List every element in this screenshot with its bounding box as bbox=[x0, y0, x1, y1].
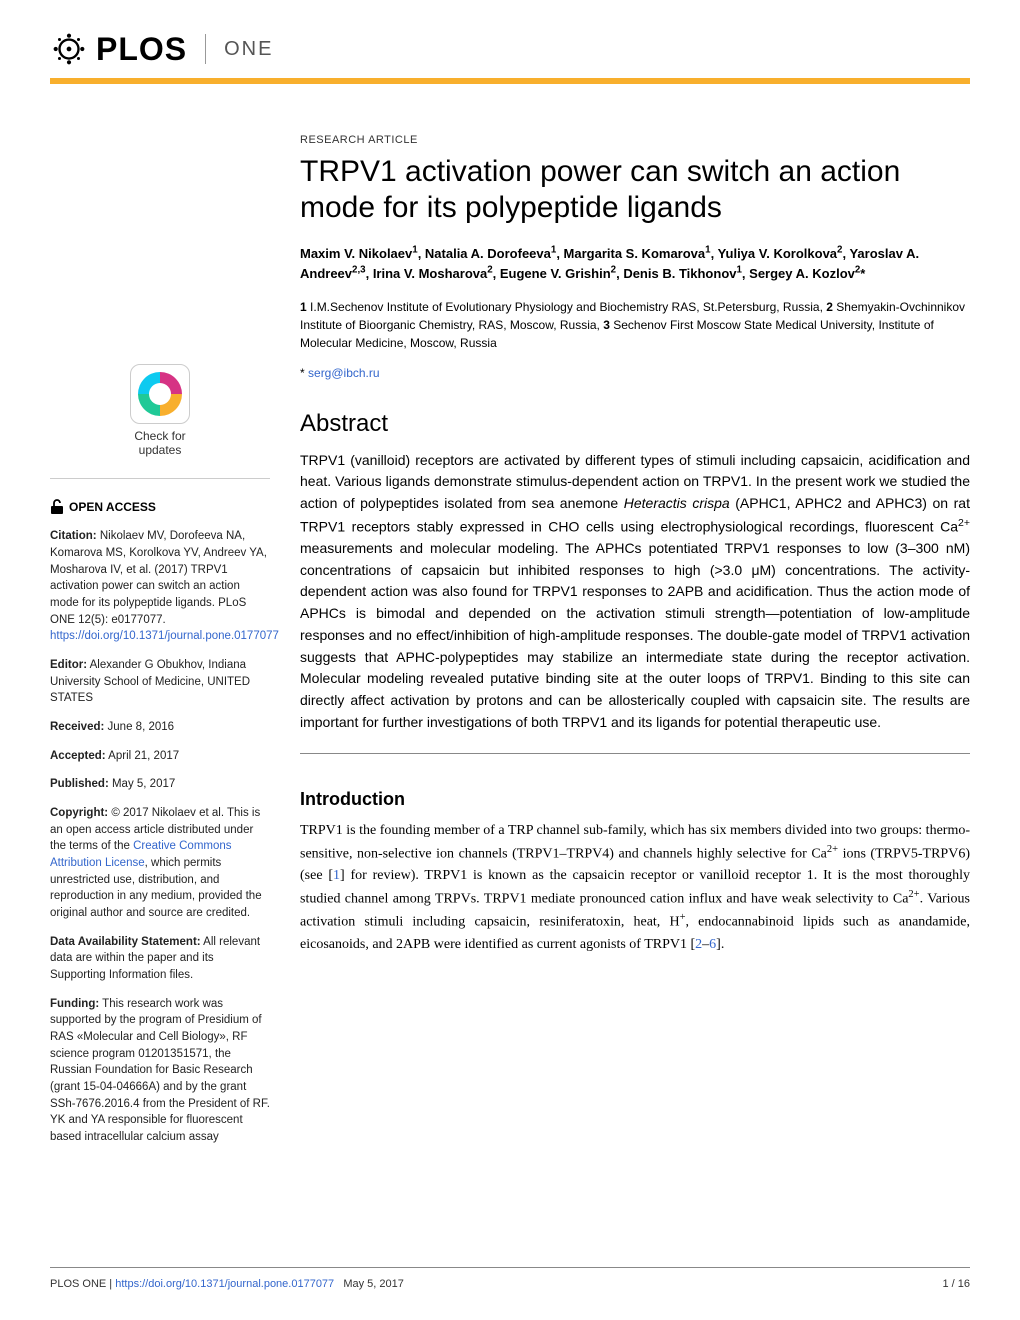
page-footer: PLOS ONE | https://doi.org/10.1371/journ… bbox=[50, 1267, 970, 1290]
received-block: Received: June 8, 2016 bbox=[50, 719, 270, 736]
introduction-text: TRPV1 is the founding member of a TRP ch… bbox=[300, 820, 970, 955]
abstract-heading: Abstract bbox=[300, 410, 970, 438]
check-updates-text: Check for updates bbox=[50, 429, 270, 458]
authors-list: Maxim V. Nikolaev1, Natalia A. Dorofeeva… bbox=[300, 244, 970, 284]
correspondence: * serg@ibch.ru bbox=[300, 366, 970, 380]
crossmark-icon bbox=[138, 372, 182, 416]
copyright-block: Copyright: © 2017 Nikolaev et al. This i… bbox=[50, 805, 270, 922]
data-availability-block: Data Availability Statement: All relevan… bbox=[50, 934, 270, 984]
doi-link[interactable]: https://doi.org/10.1371/journal.pone.017… bbox=[50, 630, 279, 642]
published-block: Published: May 5, 2017 bbox=[50, 776, 270, 793]
introduction-heading: Introduction bbox=[300, 789, 970, 810]
editor-block: Editor: Alexander G Obukhov, Indiana Uni… bbox=[50, 657, 270, 707]
header-divider bbox=[205, 34, 206, 64]
plos-logo: PLOS bbox=[50, 30, 187, 68]
main-content: RESEARCH ARTICLE TRPV1 activation power … bbox=[300, 134, 970, 1158]
open-access-label: OPEN ACCESS bbox=[69, 499, 156, 516]
article-title: TRPV1 activation power can switch an act… bbox=[300, 154, 970, 226]
footer-left: PLOS ONE | https://doi.org/10.1371/journ… bbox=[50, 1278, 404, 1290]
section-divider bbox=[300, 753, 970, 754]
abstract-text: TRPV1 (vanilloid) receptors are activate… bbox=[300, 450, 970, 734]
page-header: PLOS ONE bbox=[0, 0, 1020, 78]
article-type: RESEARCH ARTICLE bbox=[300, 134, 970, 146]
plos-text: PLOS bbox=[96, 31, 187, 68]
citation-block: Citation: Nikolaev MV, Dorofeeva NA, Kom… bbox=[50, 528, 270, 645]
sidebar: Check for updates OPEN ACCESS Citation: … bbox=[50, 134, 270, 1158]
journal-name: ONE bbox=[224, 38, 273, 61]
open-access-badge: OPEN ACCESS bbox=[50, 499, 270, 516]
check-updates-widget[interactable]: Check for updates bbox=[50, 364, 270, 458]
plos-circle-icon bbox=[50, 30, 88, 68]
sidebar-divider bbox=[50, 478, 270, 479]
correspondence-email[interactable]: serg@ibch.ru bbox=[308, 366, 380, 380]
footer-doi-link[interactable]: https://doi.org/10.1371/journal.pone.017… bbox=[115, 1278, 334, 1290]
accepted-block: Accepted: April 21, 2017 bbox=[50, 748, 270, 765]
footer-page-number: 1 / 16 bbox=[942, 1278, 970, 1290]
funding-block: Funding: This research work was supporte… bbox=[50, 996, 270, 1146]
open-lock-icon bbox=[50, 499, 64, 515]
check-updates-badge bbox=[130, 364, 190, 424]
affiliations: 1 I.M.Sechenov Institute of Evolutionary… bbox=[300, 298, 970, 352]
